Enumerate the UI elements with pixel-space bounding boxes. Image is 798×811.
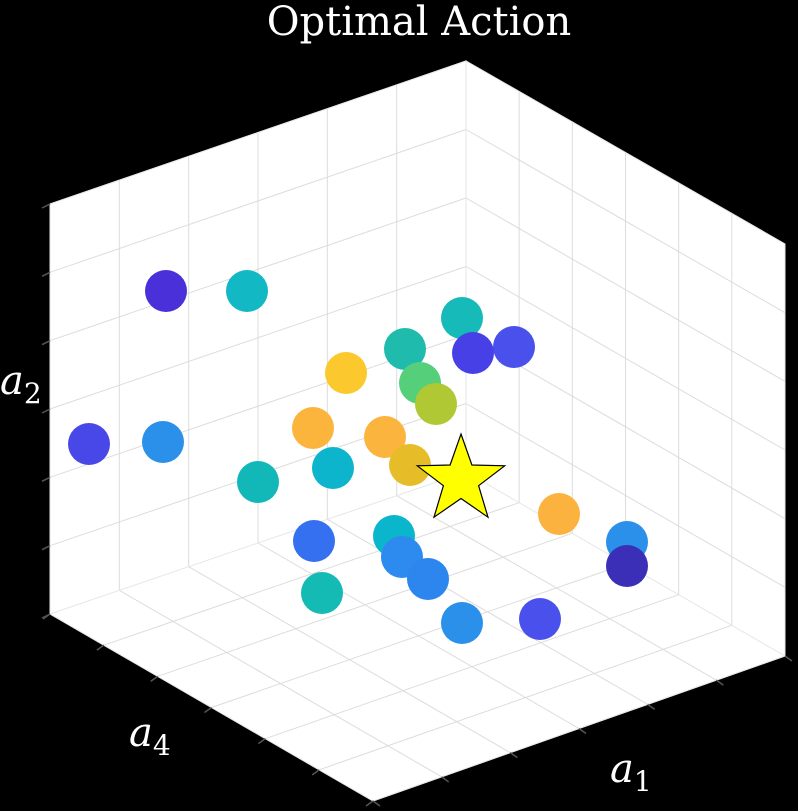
data-point	[293, 520, 335, 562]
tick-mark-a2	[41, 476, 51, 483]
tick-mark-a2	[41, 408, 51, 414]
optimal-action-star	[415, 432, 507, 519]
data-point	[292, 407, 334, 449]
data-point	[325, 352, 367, 394]
axis-label-a4-base: a	[129, 710, 153, 756]
tick-mark-a1	[784, 655, 793, 662]
data-point	[407, 558, 449, 600]
tick-mark-a2	[41, 613, 51, 619]
grid-line	[465, 403, 786, 588]
axis-label-a1: a1	[610, 746, 652, 798]
axis-label-a2: a2	[0, 358, 42, 410]
axis-label-a4-sub: 4	[153, 729, 171, 762]
tick-mark-a1	[715, 679, 724, 686]
axis-label-a2-sub: 2	[24, 377, 42, 410]
axes-edge	[49, 60, 467, 205]
data-point	[493, 326, 535, 368]
tick-mark-a4	[365, 800, 374, 807]
axes-edge	[465, 60, 786, 245]
tick-mark-a2	[41, 339, 51, 346]
tick-mark-a2	[41, 544, 51, 551]
axis-label-a1-sub: 1	[634, 765, 652, 798]
data-point	[68, 423, 110, 465]
data-point	[606, 545, 648, 587]
tick-mark-a2	[41, 203, 51, 209]
data-point	[384, 328, 426, 370]
tick-mark-a1	[647, 703, 656, 710]
data-points	[68, 270, 648, 644]
data-point	[441, 602, 483, 644]
tick-mark-a4	[257, 738, 266, 745]
data-point	[389, 444, 431, 486]
tick-mark-a1	[372, 800, 381, 807]
data-point	[237, 461, 279, 503]
data-point	[312, 447, 354, 489]
data-point	[441, 297, 483, 339]
data-point	[226, 270, 268, 312]
data-point	[364, 416, 406, 458]
optimal-marker-layer	[415, 432, 507, 519]
chart-title: Optimal Action	[267, 0, 572, 45]
axis-label-a2-base: a	[0, 358, 24, 404]
data-point	[452, 332, 494, 374]
tick-mark-a4	[311, 769, 320, 776]
tick-mark-a2	[41, 271, 51, 278]
data-point	[142, 421, 184, 463]
data-point	[538, 493, 580, 535]
data-point	[519, 598, 561, 640]
data-point	[145, 270, 187, 312]
data-point	[415, 383, 457, 425]
tick-mark-a4	[150, 675, 159, 682]
axes-edge	[49, 471, 467, 615]
grid-line	[319, 624, 732, 771]
axis-label-a1-base: a	[610, 746, 634, 792]
tick-mark-a1	[509, 752, 518, 759]
axis-label-a4: a4	[129, 710, 171, 762]
tick-mark-a4	[96, 644, 105, 651]
tick-mark-a4	[204, 706, 212, 714]
tick-mark-a1	[441, 776, 450, 783]
data-point	[301, 572, 343, 614]
axes-ticks	[41, 203, 793, 807]
tick-mark-a1	[578, 727, 587, 735]
